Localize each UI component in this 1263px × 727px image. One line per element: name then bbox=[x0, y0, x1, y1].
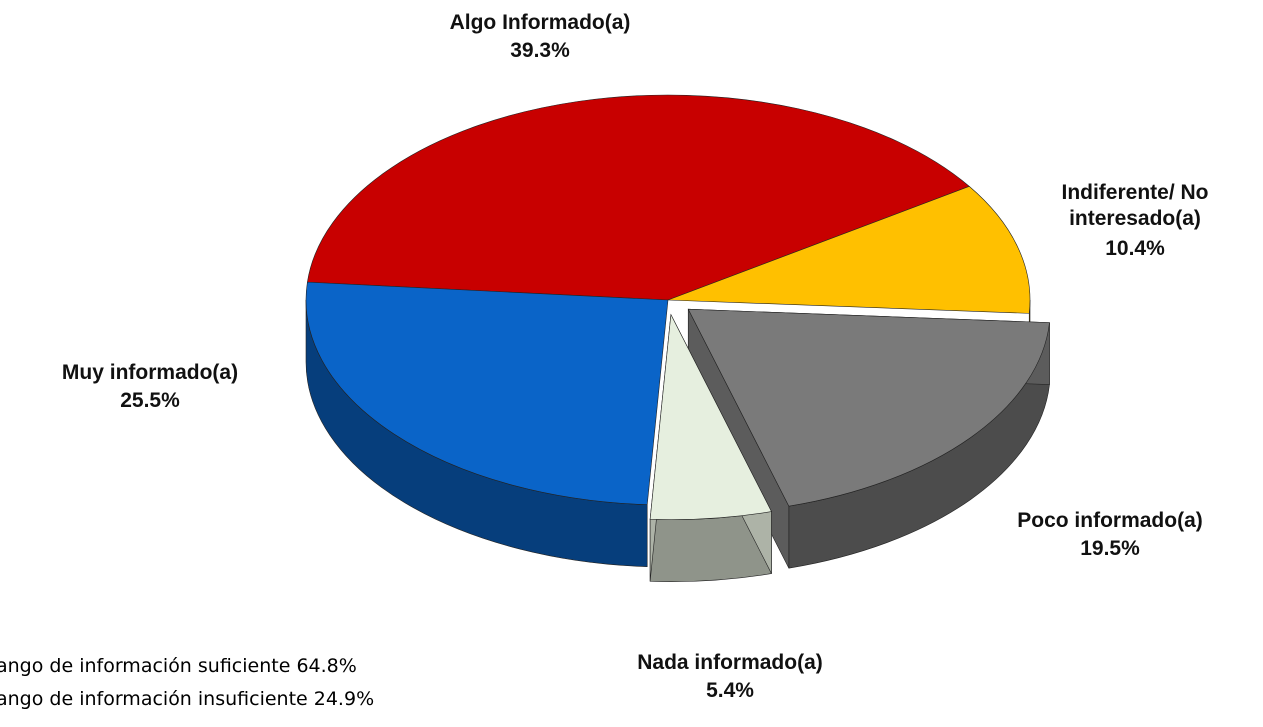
slice bbox=[649, 313, 772, 520]
slice bbox=[667, 186, 1031, 314]
slice-value: 19.5% bbox=[1080, 537, 1140, 560]
slice-label: Algo Informado(a) bbox=[449, 11, 631, 34]
slice-label: Nada informado(a) bbox=[637, 651, 823, 674]
slice-label: Poco informado(a) bbox=[1017, 509, 1203, 532]
note: ango de información suficiente 64.8% bbox=[0, 655, 357, 677]
slice-value: 10.4% bbox=[1105, 237, 1165, 260]
slice bbox=[305, 281, 669, 505]
slice-value: 39.3% bbox=[510, 39, 570, 62]
slice-label: Muy informado(a) bbox=[61, 361, 239, 384]
slice-label: Indiferente/ No interesado(a) bbox=[1061, 181, 1209, 230]
slice bbox=[687, 308, 1050, 507]
slice-value: 5.4% bbox=[706, 679, 754, 702]
note: ango de información insuficiente 24.9% bbox=[0, 688, 375, 710]
slice-value: 25.5% bbox=[120, 389, 180, 412]
